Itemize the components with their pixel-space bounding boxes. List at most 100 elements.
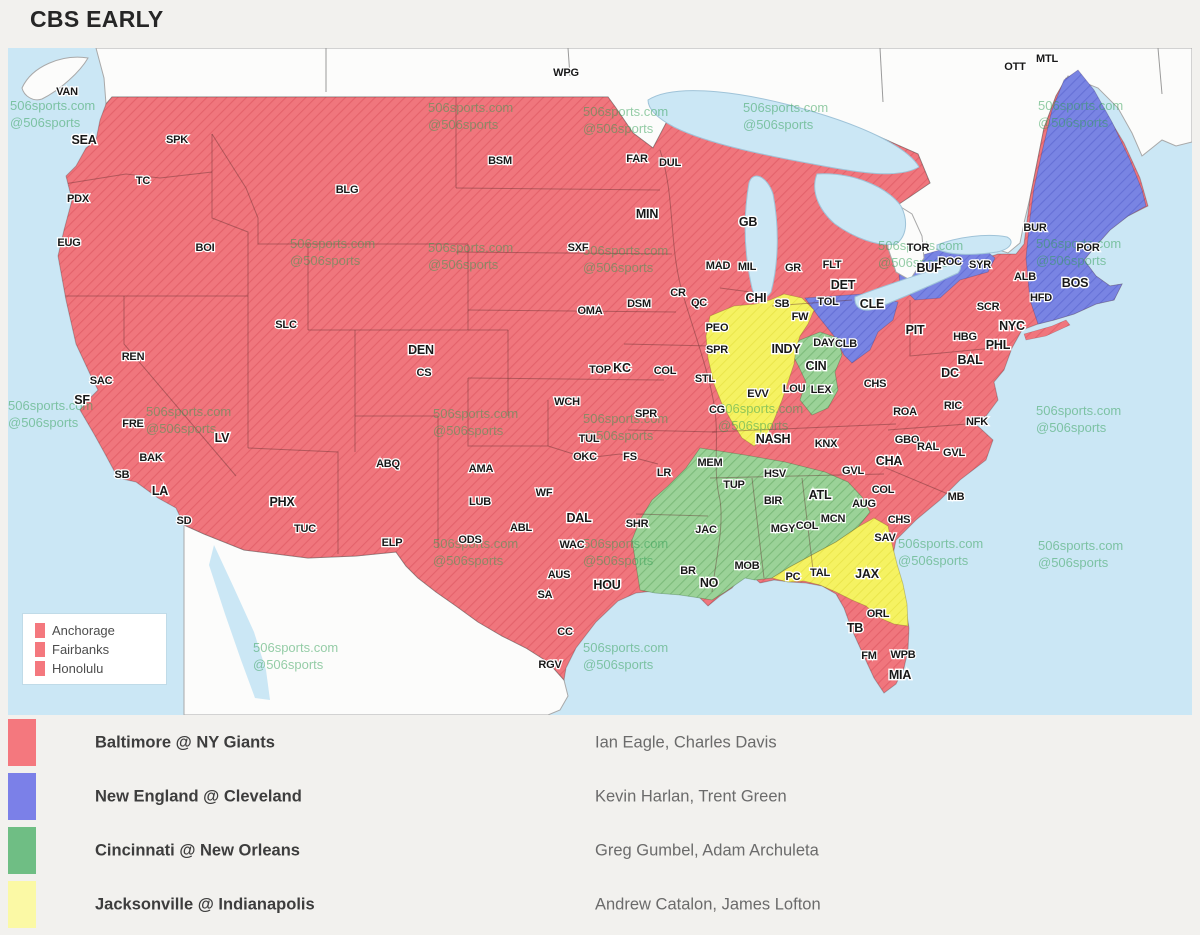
city-label-jax: JAX [855,567,880,581]
city-label-ren: REN [122,351,145,363]
legend-swatch [35,642,45,657]
city-label-slc: SLC [275,319,297,331]
watermark-text: 506sports.com [8,398,93,413]
city-label-abl: ABL [510,522,532,534]
city-label-pit: PIT [906,323,925,337]
watermark-text: @506sports [718,418,789,433]
city-label-spr: SPR [706,344,728,356]
state-borders [58,78,995,593]
city-label-fs: FS [623,451,637,463]
watermark-text: 506sports.com [1038,538,1123,553]
city-label-bal: BAL [957,353,983,367]
watermark-text: @506sports [743,117,814,132]
city-label-boi: BOI [196,242,215,254]
watermark-text: 506sports.com [10,98,95,113]
game-matchup: Baltimore @ NY Giants [95,733,275,752]
city-label-hfd: HFD [1030,292,1052,304]
city-label-wpb: WPB [890,649,915,661]
city-label-mcn: MCN [821,513,846,525]
region-cin-no-green-cincinnati [789,331,843,416]
city-label-min: MIN [636,207,658,221]
watermark-text: 506sports.com [433,536,518,551]
watermark-text: 506sports.com [1036,236,1121,251]
city-label-roa: ROA [893,406,917,418]
city-label-col: COL [796,520,819,532]
legend-item-fairbanks: Fairbanks [35,640,166,659]
city-label-pc: PC [786,571,801,583]
city-label-elp: ELP [382,537,403,549]
city-label-jac: JAC [695,524,717,536]
long-island [1023,319,1071,341]
city-label-wpg: WPG [553,67,579,79]
watermark-text: 506sports.com [583,640,668,655]
canada-province-borders [325,48,1163,103]
city-label-cin: CIN [806,359,827,373]
city-label-wac: WAC [559,539,584,551]
city-label-aug: AUG [852,498,876,510]
city-label-sa: SA [538,589,553,601]
city-label-fw: FW [792,311,810,323]
city-label-bak: BAK [139,452,162,464]
watermark-text: @506sports [428,117,499,132]
game-color-swatch [8,881,36,928]
city-label-fre: FRE [122,418,143,430]
city-label-tb: TB [847,621,863,635]
region-cin-no-green-south [631,447,871,601]
watermark-text: 506sports.com [290,236,375,251]
city-label-nyc: NYC [999,319,1025,333]
region-jax-ind-yellow-georgia-florida [770,517,909,627]
city-label-tul: TUL [579,433,600,445]
city-label-gvl: GVL [842,465,864,477]
watermark-text: @506sports [146,421,217,436]
city-label-eug: EUG [57,237,80,249]
city-label-nfk: NFK [966,416,988,428]
city-label-rgv: RGV [538,659,562,671]
city-label-kc: KC [613,361,631,375]
city-label-stl: STL [695,373,716,385]
city-label-sac: SAC [90,375,113,387]
city-label-flt: FLT [823,259,842,271]
watermark-text: @506sports [583,553,654,568]
city-label-clb: CLB [835,338,857,350]
watermark-text: 506sports.com [583,104,668,119]
game-list: Baltimore @ NY Giants Ian Eagle, Charles… [0,716,1200,932]
city-label-mtl: MTL [1036,53,1058,65]
city-label-det: DET [831,278,856,292]
city-label-la: LA [152,484,168,498]
game-matchup: New England @ Cleveland [95,787,302,806]
city-label-mob: MOB [734,560,759,572]
watermark-text: 506sports.com [583,536,668,551]
lake-superior [647,90,920,175]
city-label-dsm: DSM [627,298,651,310]
legend-label: Fairbanks [52,642,110,657]
city-label-spr: SPR [635,408,657,420]
city-label-hou: HOU [593,578,620,592]
watermark-text: @506sports [428,257,499,272]
watermark-text: @506sports [10,115,81,130]
city-label-oma: OMA [577,305,602,317]
city-label-lub: LUB [469,496,491,508]
city-label-alb: ALB [1014,271,1036,283]
city-label-far: FAR [626,153,648,165]
city-label-sea: SEA [71,133,96,147]
city-label-cle: CLE [860,297,884,311]
game-matchup: Jacksonville @ Indianapolis [95,895,315,914]
great-lakes [647,90,1012,311]
city-label-sf: SF [74,393,90,407]
city-label-gb: GB [739,215,758,229]
city-label-evv: EVV [747,388,769,400]
city-label-tal: TAL [810,567,830,579]
city-label-bsm: BSM [488,155,512,167]
city-label-roc: ROC [938,256,962,268]
city-label-sb: SB [115,469,130,481]
watermark-text: 506sports.com [898,536,983,551]
city-label-nash: NASH [756,432,791,446]
watermark-text: @506sports [290,253,361,268]
alaska-hawaii-legend: Anchorage Fairbanks Honolulu [23,614,166,684]
watermark-text: @506sports [583,121,654,136]
legend-swatch [35,661,45,676]
city-label-sb: SB [775,298,790,310]
city-label-tor: TOR [907,242,930,254]
city-label-mem: MEM [697,457,722,469]
watermarks: 506sports.com @506sports 506sports.com @506… [8,98,1123,672]
